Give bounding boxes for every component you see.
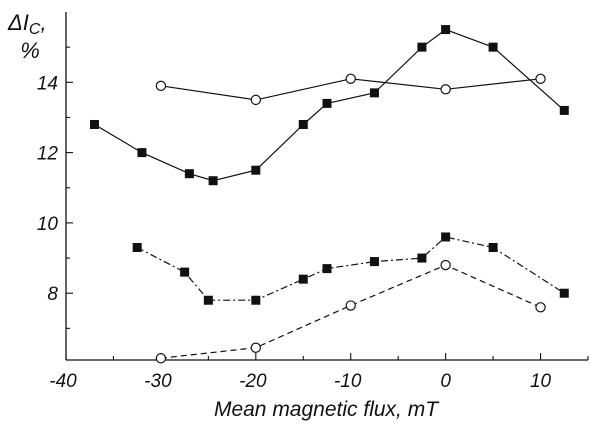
y-tick-label: 14	[37, 73, 58, 94]
y-axis-subscript: C	[29, 21, 41, 38]
x-tick-label: 10	[530, 371, 552, 392]
series-4	[155, 259, 546, 364]
series-1	[89, 25, 569, 186]
series-line	[160, 264, 541, 359]
data-point	[417, 42, 427, 52]
series-line	[94, 28, 565, 182]
data-point	[441, 25, 451, 35]
data-point	[535, 302, 546, 313]
data-point	[180, 267, 190, 277]
data-point	[137, 148, 147, 158]
y-tick-label: 10	[37, 214, 59, 235]
data-point	[369, 88, 379, 98]
data-point	[184, 169, 194, 179]
data-point	[440, 259, 451, 271]
data-point	[250, 342, 262, 353]
series-line	[136, 236, 565, 301]
data-point	[250, 94, 262, 106]
data-point	[298, 119, 308, 129]
data-point	[251, 165, 261, 175]
data-point	[441, 232, 451, 242]
data-point	[345, 300, 356, 311]
data-point	[417, 253, 427, 263]
data-point	[369, 257, 379, 267]
y-axis-title: ΔIC,	[7, 10, 47, 38]
y-axis-suffix: ,	[40, 10, 46, 35]
y-axis-symbol: ΔI	[7, 10, 29, 35]
series-layer	[89, 25, 569, 364]
x-tick-label: -10	[334, 371, 362, 392]
data-point	[559, 288, 569, 298]
data-point	[251, 295, 261, 305]
data-point	[298, 274, 308, 284]
y-tick-label: 12	[37, 144, 59, 165]
series-3	[132, 232, 569, 305]
data-point	[89, 119, 99, 129]
tick-labels: 8 10 12 14 -40 -30 -20 -10 0 10	[37, 73, 552, 392]
data-point	[208, 176, 218, 186]
series-2	[155, 73, 546, 106]
data-point	[559, 105, 569, 115]
x-tick-label: -20	[239, 371, 267, 392]
data-point	[155, 80, 167, 92]
data-point	[488, 42, 498, 52]
axes	[65, 12, 589, 361]
data-point	[322, 264, 332, 274]
data-point	[535, 73, 546, 84]
y-tick-label: 8	[47, 284, 58, 305]
data-point	[488, 243, 498, 253]
y-axis-unit: %	[20, 38, 40, 63]
data-point	[155, 353, 167, 364]
data-point	[203, 295, 213, 305]
x-axis-title: Mean magnetic flux, mT	[214, 398, 440, 421]
data-point	[132, 243, 142, 253]
x-tick-label: -40	[49, 371, 77, 392]
data-point	[345, 73, 356, 84]
x-tick-label: 0	[440, 371, 451, 392]
data-point	[440, 84, 451, 95]
data-point	[322, 98, 332, 108]
x-tick-label: -30	[144, 371, 172, 392]
